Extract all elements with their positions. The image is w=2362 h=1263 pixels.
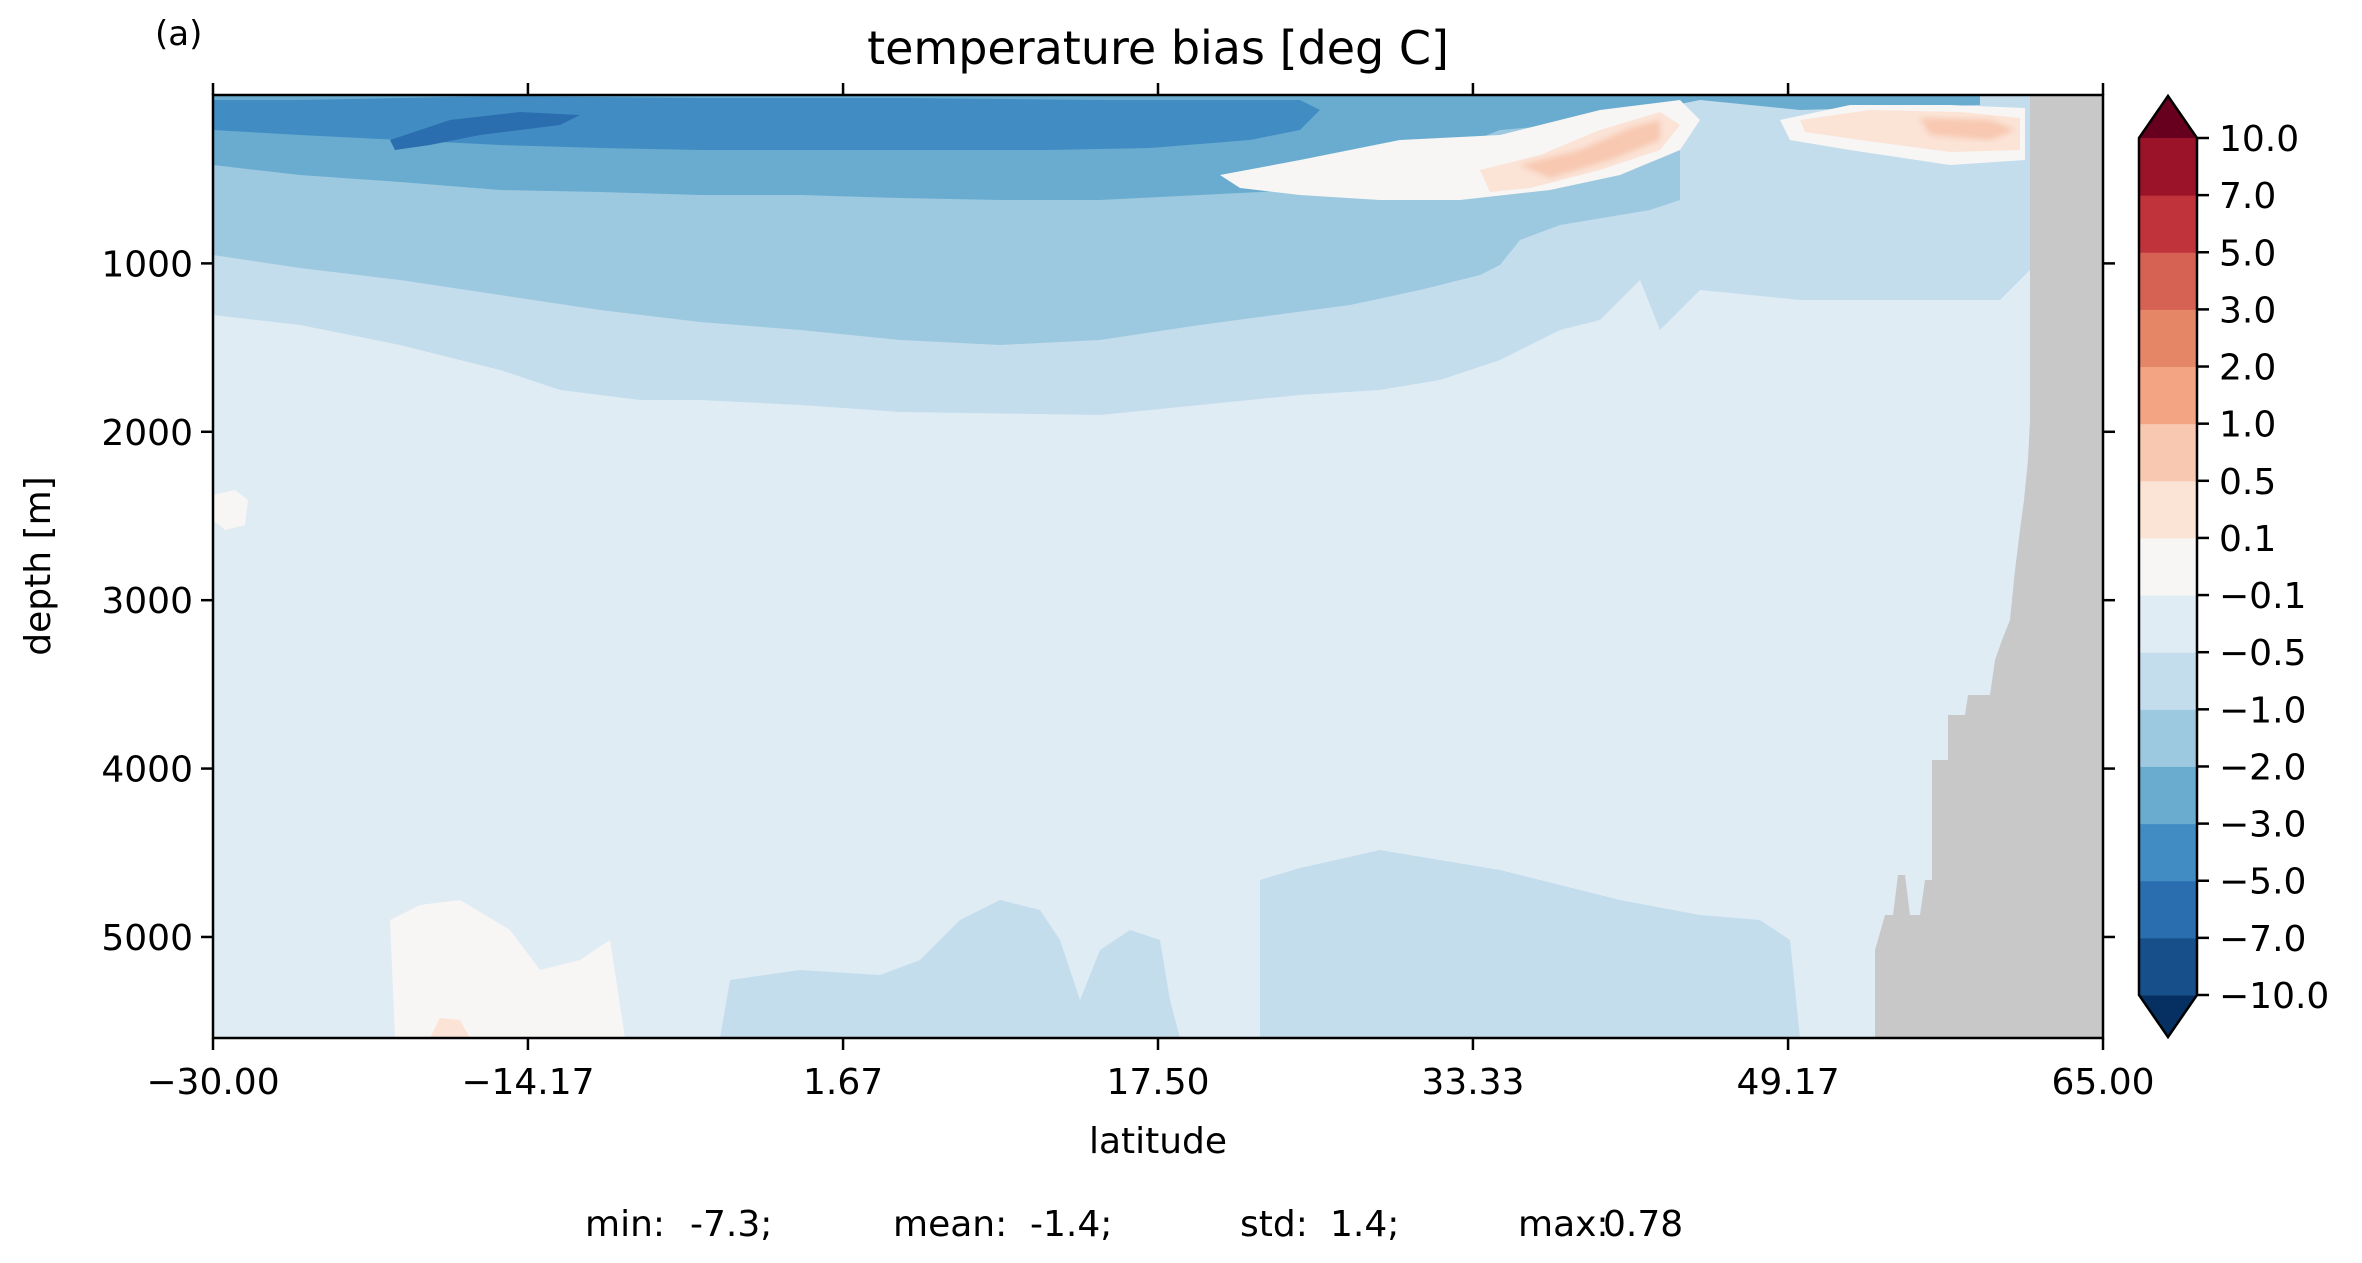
- x-tick-label: 65.00: [2051, 1062, 2154, 1103]
- colorbar-swatch: [2139, 195, 2197, 253]
- x-tick-label: −14.17: [461, 1062, 594, 1103]
- colorbar-swatch: [2139, 595, 2197, 653]
- x-tick-label: 49.17: [1737, 1062, 1840, 1103]
- colorbar-tick-label: −10.0: [2219, 976, 2329, 1017]
- colorbar-tick-label: 5.0: [2219, 233, 2276, 274]
- colorbar-tick-label: 10.0: [2219, 119, 2299, 160]
- colorbar: −10.0 −7.0 −5.0 −3.0 −2.0 −1.0 −0.5 −0.1 0.1 0.5 1…: [2137, 93, 2329, 1040]
- colorbar-extend-max: [2139, 96, 2197, 138]
- x-tick-label: 1.67: [803, 1062, 883, 1103]
- colorbar-tick-label: 7.0: [2219, 176, 2276, 217]
- colorbar-swatch: [2139, 252, 2197, 310]
- stat-max-label: max:: [1518, 1204, 1609, 1245]
- colorbar-tick-label: −0.1: [2219, 576, 2306, 617]
- colorbar-tick-label: −7.0: [2219, 919, 2306, 960]
- colorbar-tick-label: 0.5: [2219, 462, 2276, 503]
- colorbar-tick-label: 0.1: [2219, 519, 2276, 560]
- land-mask: [1875, 95, 2103, 1038]
- colorbar-swatch: [2139, 766, 2197, 825]
- colorbar-swatch: [2139, 823, 2197, 882]
- colorbar-tick-label: −2.0: [2219, 747, 2306, 788]
- colorbar-swatch: [2139, 423, 2197, 482]
- contour-abyssal-plus-0.1: [390, 900, 625, 1038]
- contour-abyssal-plus-0.5: [430, 1018, 470, 1038]
- stat-max-value: 0.78: [1603, 1204, 1683, 1245]
- colorbar-extend-min: [2139, 995, 2197, 1037]
- warm-tongue-subpolar: [1780, 105, 2025, 165]
- contour-minus-5: [213, 96, 1320, 150]
- y-tick-label: 2000: [101, 413, 193, 454]
- stat-mean-value: -1.4;: [1030, 1204, 1112, 1245]
- panel-label: (a): [155, 14, 202, 54]
- colorbar-tick-label: −3.0: [2219, 805, 2306, 846]
- contour-minus-7: [390, 112, 580, 150]
- x-axis-label: latitude: [1089, 1121, 1227, 1162]
- x-tick-label: −30.00: [146, 1062, 279, 1103]
- x-tick-label: 17.50: [1106, 1062, 1209, 1103]
- stat-std-value: 1.4;: [1330, 1204, 1399, 1245]
- stat-mean-label: mean:: [893, 1204, 1007, 1245]
- chart-title: temperature bias [deg C]: [867, 21, 1449, 75]
- colorbar-swatch: [2139, 652, 2197, 710]
- colorbar-tick-label: 2.0: [2219, 348, 2276, 389]
- colorbar-swatch: [2139, 880, 2197, 939]
- stat-std-label: std:: [1240, 1204, 1308, 1245]
- warm-tongue-subtropical: [1220, 100, 1700, 200]
- y-tick-label: 4000: [101, 750, 193, 791]
- colorbar-tick-label: −1.0: [2219, 690, 2306, 731]
- x-tick-label: 33.33: [1421, 1062, 1524, 1103]
- colorbar-swatch: [2139, 709, 2197, 767]
- colorbar-tick-label: −0.5: [2219, 633, 2306, 674]
- contour-abyssal-minus-1-east: [1260, 850, 1800, 1038]
- y-axis: 1000 2000 3000 4000 5000: [101, 244, 2115, 959]
- contour-west-plus-0.1: [213, 490, 248, 530]
- colorbar-tick-label: −5.0: [2219, 862, 2306, 903]
- colorbar-tick-label: 3.0: [2219, 290, 2276, 331]
- y-axis-label: depth [m]: [18, 476, 59, 655]
- y-tick-label: 5000: [101, 918, 193, 959]
- colorbar-swatch: [2139, 537, 2197, 596]
- colorbar-swatch: [2139, 309, 2197, 368]
- colorbar-swatch: [2139, 480, 2197, 539]
- stat-min-label: min:: [585, 1204, 665, 1245]
- stat-min-value: -7.3;: [690, 1204, 772, 1245]
- x-axis: −30.00 −14.17 1.67 17.50 33.33 49.17 65.00: [146, 83, 2155, 1103]
- colorbar-swatch: [2139, 138, 2197, 196]
- temperature-bias-field: [213, 95, 2103, 1038]
- y-tick-label: 3000: [101, 581, 193, 622]
- stats-line: min: -7.3; mean: -1.4; std: 1.4; max: 0.…: [585, 1204, 1683, 1245]
- y-tick-label: 1000: [101, 244, 193, 285]
- contour-abyssal-minus-1-mid: [720, 900, 1180, 1038]
- colorbar-swatch: [2139, 366, 2197, 425]
- colorbar-swatch: [2139, 937, 2197, 996]
- colorbar-tick-label: 1.0: [2219, 405, 2276, 446]
